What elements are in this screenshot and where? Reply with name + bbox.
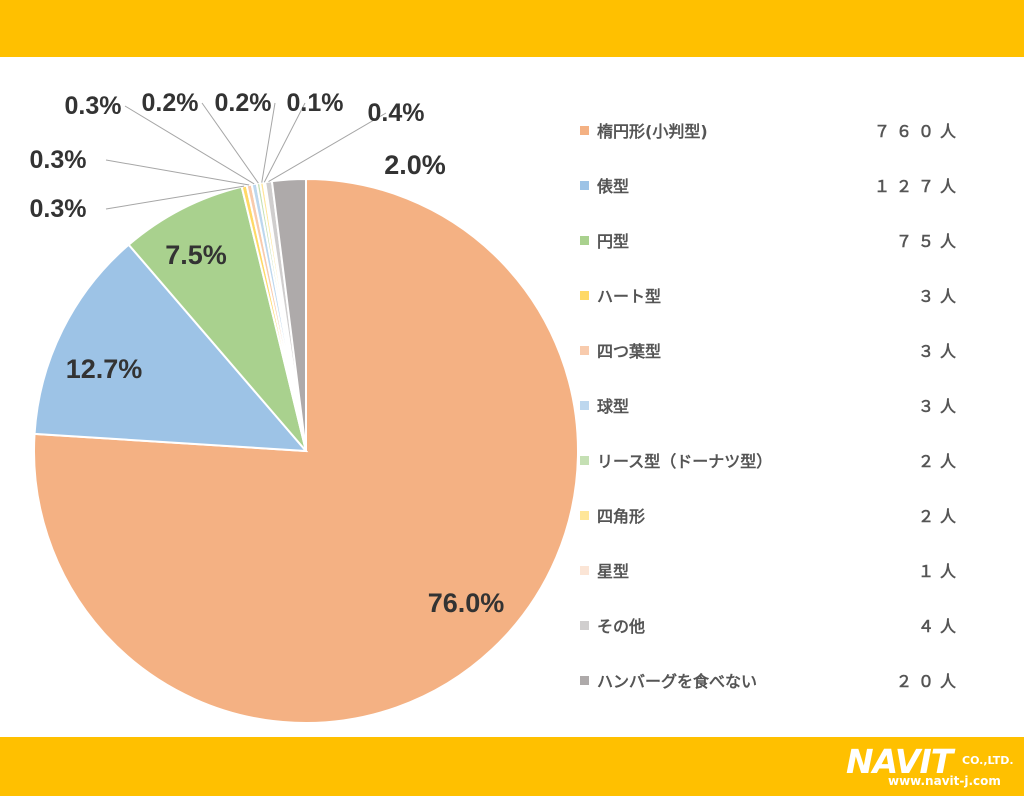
pie-label-7: 0.2% — [215, 89, 272, 117]
legend-count-9: ４人 — [917, 617, 962, 636]
top-banner — [0, 0, 1024, 57]
leader-line-6 — [201, 102, 259, 184]
legend-item-1: 俵型 １２７人 — [580, 169, 980, 201]
legend-swatch-2 — [580, 236, 589, 245]
pie-label-1: 12.7% — [66, 354, 143, 384]
legend-count-1: １２７人 — [873, 177, 962, 196]
legend-item-2: 円型 ７５人 — [580, 224, 980, 256]
pie-slice-10 — [270, 177, 307, 452]
logo-suffix-text: CO.,LTD. — [962, 754, 1014, 767]
pie-chart: 76.0% 12.7% 7.5% 0.3% 0.3% 0.3% 0.2% 0.2% 0.1% 0.… — [30, 89, 579, 724]
pie-label-3: 0.3% — [30, 195, 87, 223]
navit-logo: NAVIT CO.,LTD. www.navit-j.com — [846, 742, 1018, 792]
pie-label-2: 7.5% — [165, 240, 227, 270]
leader-line-7 — [261, 102, 276, 183]
legend-label-0: 楕円形(小判型) — [597, 122, 708, 141]
legend-count-6: ２人 — [917, 452, 962, 471]
legend-item-9: その他 ４人 — [580, 609, 980, 641]
legend-item-8: 星型 １人 — [580, 554, 980, 586]
legend-label-8: 星型 — [597, 562, 630, 581]
legend-item-0: 楕円形(小判型) ７６０人 — [580, 114, 980, 146]
legend-swatch-5 — [580, 401, 589, 410]
leader-line-5 — [124, 105, 255, 185]
legend-item-3: ハート型 ３人 — [580, 279, 980, 311]
legend-item-10: ハンバーグを食べない ２０人 — [580, 664, 980, 696]
legend-label-4: 四つ葉型 — [597, 342, 662, 361]
legend-swatch-6 — [580, 456, 589, 465]
leader-line-3 — [105, 185, 245, 210]
bottom-banner — [0, 737, 1024, 796]
legend-label-2: 円型 — [597, 232, 630, 251]
leader-line-8 — [263, 102, 306, 183]
legend-swatch-1 — [580, 181, 589, 190]
legend-item-4: 四つ葉型 ３人 — [580, 334, 980, 366]
leader-line-4 — [105, 159, 250, 186]
pie-label-5: 0.3% — [65, 92, 122, 120]
pie-label-4: 0.3% — [30, 146, 87, 174]
legend-count-8: １人 — [917, 562, 962, 581]
legend-label-6: リース型（ドーナツ型） — [597, 452, 773, 471]
legend-item-5: 球型 ３人 — [580, 389, 980, 421]
pie-slice-2 — [127, 185, 307, 452]
pie-label-0: 76.0% — [428, 588, 505, 618]
legend-count-3: ３人 — [917, 287, 962, 306]
legend-label-3: ハート型 — [597, 287, 662, 306]
legend-label-1: 俵型 — [597, 177, 630, 196]
legend-swatch-10 — [580, 676, 589, 685]
pie-slices — [33, 177, 579, 724]
legend-count-2: ７５人 — [895, 232, 962, 251]
legend-count-0: ７６０人 — [873, 122, 962, 141]
legend-count-7: ２人 — [917, 507, 962, 526]
legend-swatch-0 — [580, 126, 589, 135]
legend-label-7: 四角形 — [597, 507, 646, 526]
legend-item-7: 四角形 ２人 — [580, 499, 980, 531]
legend-swatch-9 — [580, 621, 589, 630]
legend-swatch-3 — [580, 291, 589, 300]
leader-lines — [105, 102, 387, 210]
legend-swatch-8 — [580, 566, 589, 575]
legend-count-10: ２０人 — [895, 672, 962, 691]
leader-line-9 — [268, 112, 387, 183]
legend-item-6: リース型（ドーナツ型） ２人 — [580, 444, 980, 476]
pie-label-10: 2.0% — [384, 150, 446, 180]
pie-label-6: 0.2% — [142, 89, 199, 117]
legend-count-4: ３人 — [917, 342, 962, 361]
legend-swatch-4 — [580, 346, 589, 355]
pie-data-labels: 76.0% 12.7% 7.5% 0.3% 0.3% 0.3% 0.2% 0.2% 0.1% 0.… — [30, 89, 505, 618]
pie-slice-1 — [33, 243, 309, 453]
legend-label-9: その他 — [597, 617, 646, 636]
pie-label-8: 0.1% — [287, 89, 344, 117]
logo-main-text: NAVIT — [846, 742, 953, 781]
logo-url-text: www.navit-j.com — [888, 774, 1001, 788]
legend-swatch-7 — [580, 511, 589, 520]
legend-label-10: ハンバーグを食べない — [597, 672, 758, 691]
legend-label-5: 球型 — [597, 397, 630, 416]
legend-count-5: ３人 — [917, 397, 962, 416]
pie-label-9: 0.4% — [368, 99, 425, 127]
pie-slice-0 — [33, 177, 579, 724]
